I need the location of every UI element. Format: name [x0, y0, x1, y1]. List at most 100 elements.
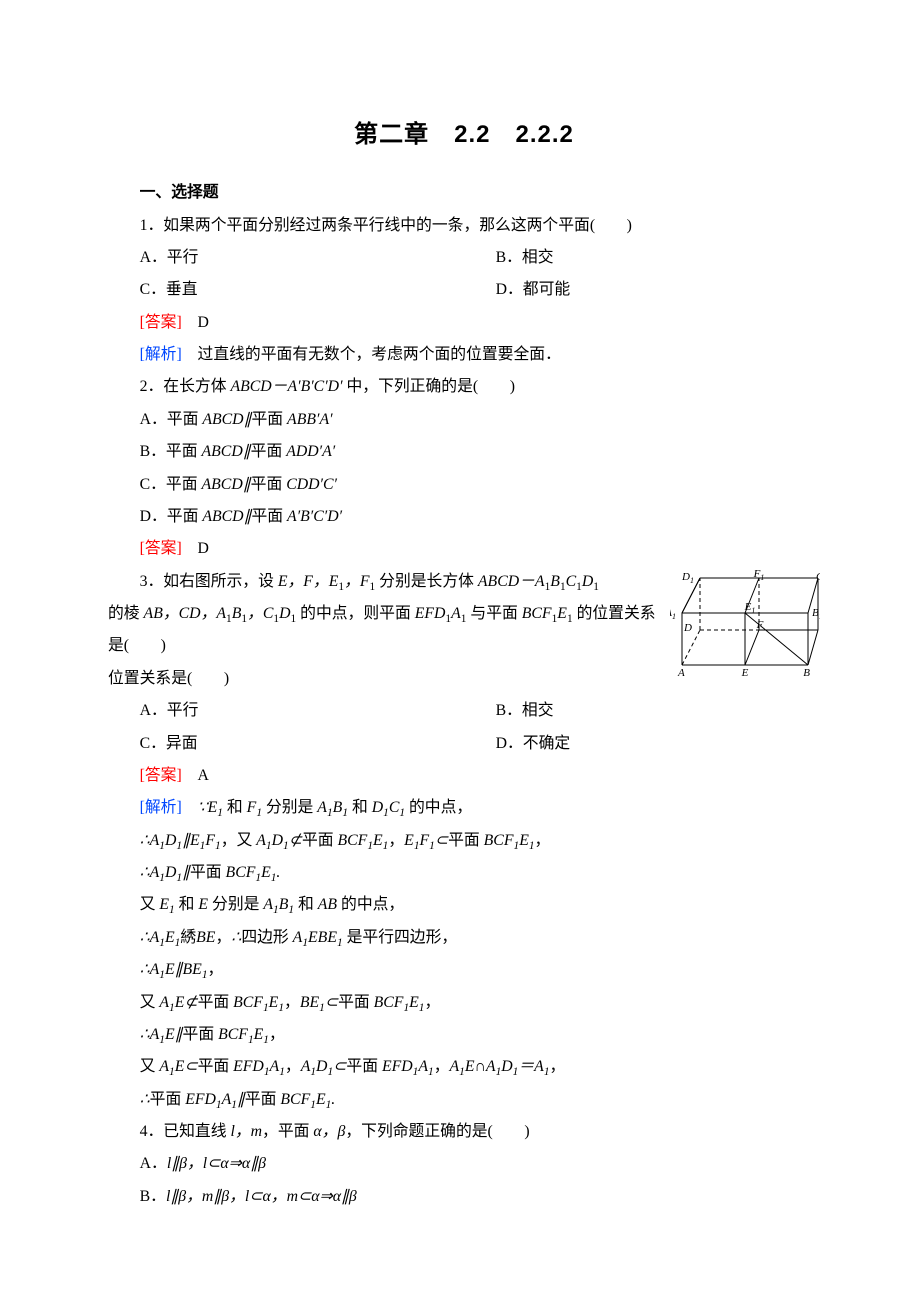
- q2-opt-A: A．平面 ABCD∥平面 ABB′A′: [108, 404, 820, 436]
- q2-stem-math: ABCD－A′B′C′D′: [230, 378, 342, 395]
- explain-label: [解析]: [140, 346, 182, 363]
- q2A-m2: ABB′A′: [287, 411, 333, 428]
- q2B-mid: 平面: [251, 443, 287, 460]
- svg-text:B1: B1: [812, 607, 820, 621]
- svg-text:A: A: [677, 667, 685, 678]
- q2B-m2: ADD′A′: [286, 443, 335, 460]
- q2-opt-D: D．平面 ABCD∥平面 A′B′C′D′: [108, 501, 820, 533]
- t: 与平面: [466, 605, 521, 622]
- q2B-m: ABCD∥: [201, 443, 250, 460]
- q1-opt-C: C．垂直: [108, 274, 464, 306]
- m: l∥β，m∥β，l⊂α，m⊂α⇒α∥β: [166, 1188, 357, 1205]
- q3-exp-8: ∴A1E∥平面 BCF1E1，: [108, 1019, 820, 1051]
- q4-stem: 4．已知直线 l，m，平面 α，β，下列命题正确的是( ): [108, 1116, 820, 1148]
- t: 已知直线: [163, 1123, 230, 1140]
- s: 1: [593, 581, 599, 593]
- q2-stem-pre: 在长方体: [163, 378, 230, 395]
- q3-exp-1: [解析] ∵E1 和 F1 分别是 A1B1 和 D1C1 的中点，: [108, 792, 820, 824]
- q3-exp-7: 又 A1E⊄平面 BCF1E1，BE1⊂平面 BCF1E1，: [108, 987, 820, 1019]
- svg-text:C1: C1: [816, 571, 820, 585]
- m: BCF: [522, 605, 552, 622]
- q2A-pre: A．平面: [140, 411, 203, 428]
- q3-options-row2: C．异面 D．不确定: [108, 728, 820, 760]
- svg-text:F: F: [756, 619, 764, 631]
- m: B: [232, 605, 242, 622]
- m: l∥β，l⊂α⇒α∥β: [167, 1155, 266, 1172]
- q1-opt-B: B．相交: [464, 242, 820, 274]
- q1-num: 1．: [140, 217, 164, 234]
- q3-answer-value: A: [198, 767, 209, 784]
- m: E: [557, 605, 567, 622]
- q3-exp-10: ∴平面 EFD1A1∥平面 BCF1E1.: [108, 1084, 820, 1116]
- answer-label: [答案]: [140, 314, 182, 331]
- m: ，F: [344, 573, 369, 590]
- q1-options-row1: A．平行 B．相交: [108, 242, 820, 274]
- q1-options-row2: C．垂直 D．都可能: [108, 274, 820, 306]
- t: 的棱: [108, 605, 144, 622]
- q2-stem: 2．在长方体 ABCD－A′B′C′D′ 中，下列正确的是( ): [108, 371, 820, 403]
- q2-answer-value: D: [198, 540, 209, 557]
- svg-text:B: B: [803, 667, 810, 678]
- m: AB，CD，A: [144, 605, 227, 622]
- m: EFD: [415, 605, 446, 622]
- m: l，m: [230, 1123, 262, 1140]
- q3-opt-C: C．异面: [108, 728, 464, 760]
- q3-exp-4: 又 E1 和 E 分别是 A1B1 和 AB 的中点，: [108, 889, 820, 921]
- q3-exp-9: 又 A1E⊂平面 EFD1A1，A1D1⊂平面 EFD1A1，A1E∩A1D1＝…: [108, 1051, 820, 1083]
- q1-explain-text: 过直线的平面有无数个，考虑两个面的位置要全面．: [198, 346, 561, 363]
- answer-label: [答案]: [140, 767, 182, 784]
- q1-text: 如果两个平面分别经过两条平行线中的一条，那么这两个平面( ): [163, 217, 632, 234]
- svg-text:E1: E1: [744, 601, 756, 615]
- q2D-mid: 平面: [252, 508, 288, 525]
- m: ，C: [247, 605, 273, 622]
- m: D: [279, 605, 290, 622]
- svg-text:D: D: [683, 622, 692, 634]
- q3-exp-6: ∴A1E∥BE1，: [108, 954, 820, 986]
- q3-exp-l1: ∵E1 和 F1 分别是 A1B1 和 D1C1 的中点，: [198, 799, 473, 816]
- q1-answer: [答案] D: [108, 307, 820, 339]
- q2B-pre: B．平面: [140, 443, 202, 460]
- explain-label: [解析]: [140, 799, 182, 816]
- q3-opt-D: D．不确定: [464, 728, 820, 760]
- t: ，下列命题正确的是( ): [345, 1123, 529, 1140]
- svg-text:A1: A1: [670, 607, 676, 621]
- q2-opt-C: C．平面 ABCD∥平面 CDD′C′: [108, 469, 820, 501]
- t: A．: [140, 1155, 167, 1172]
- parallel-equal-char: 綉: [180, 929, 196, 946]
- svg-text:D1: D1: [681, 571, 694, 585]
- t: ，平面: [262, 1123, 313, 1140]
- q3-exp-3: ∴A1D1∥平面 BCF1E1.: [108, 857, 820, 889]
- m: B: [550, 573, 560, 590]
- q2D-m2: A′B′C′D′: [287, 508, 342, 525]
- chapter-title: 第二章 2.2 2.2.2: [108, 110, 820, 159]
- q2C-m: ABCD∥: [201, 476, 250, 493]
- m: α，β: [313, 1123, 345, 1140]
- q2C-mid: 平面: [251, 476, 287, 493]
- cuboid-diagram-svg: ABCDA1B1C1D1EFE1F1: [670, 570, 820, 678]
- section-heading: 一、选择题: [108, 177, 820, 209]
- q4-opt-A: A．l∥β，l⊂α⇒α∥β: [108, 1148, 820, 1180]
- q2-opt-B: B．平面 ABCD∥平面 ADD′A′: [108, 436, 820, 468]
- t: 如右图所示，设: [163, 573, 278, 590]
- q1-answer-value: D: [198, 314, 209, 331]
- q1-explain: [解析] 过直线的平面有无数个，考虑两个面的位置要全面．: [108, 339, 820, 371]
- q2C-m2: CDD′C′: [286, 476, 337, 493]
- q1-opt-A: A．平行: [108, 242, 464, 274]
- m: C: [566, 573, 577, 590]
- m: A: [451, 605, 461, 622]
- t: 分别是长方体: [375, 573, 478, 590]
- q3-opt-B: B．相交: [464, 695, 820, 727]
- q2A-m: ABCD∥: [202, 411, 251, 428]
- q2D-m: ABCD∥: [202, 508, 251, 525]
- m: ABCD－A: [478, 573, 545, 590]
- q2D-pre: D．平面: [140, 508, 203, 525]
- q4-opt-B: B．l∥β，m∥β，l⊂α，m⊂α⇒α∥β: [108, 1181, 820, 1213]
- q3-exp-5: ∴A1E1綉BE，∴四边形 A1EBE1 是平行四边形，: [108, 922, 820, 954]
- q2C-pre: C．平面: [140, 476, 202, 493]
- m: D: [582, 573, 593, 590]
- q1-opt-D: D．都可能: [464, 274, 820, 306]
- q3-opt-A: A．平行: [108, 695, 464, 727]
- q3-exp-2: ∴A1D1∥E1F1，又 A1D1⊄平面 BCF1E1，E1F1⊂平面 BCF1…: [108, 825, 820, 857]
- q3-num: 3．: [140, 573, 164, 590]
- q3-options-row1: A．平行 B．相交: [108, 695, 820, 727]
